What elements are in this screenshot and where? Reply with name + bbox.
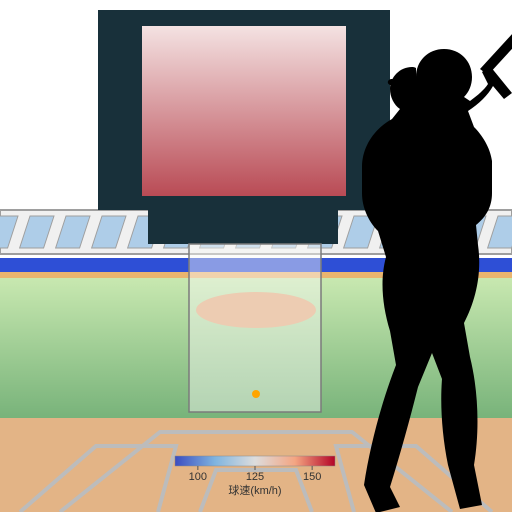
pitch-marker [252,390,260,398]
scoreboard [98,10,390,244]
pitch-markers [252,390,260,398]
legend-tick-label: 150 [303,471,321,483]
legend-tick-label: 125 [246,471,264,483]
legend-tick-label: 100 [189,471,207,483]
scoreboard-screen [142,26,346,196]
pitch-location-diagram: 100 125 150 球速(km/h) [0,0,512,512]
strike-zone [189,244,321,412]
legend-label: 球速(km/h) [228,483,281,497]
